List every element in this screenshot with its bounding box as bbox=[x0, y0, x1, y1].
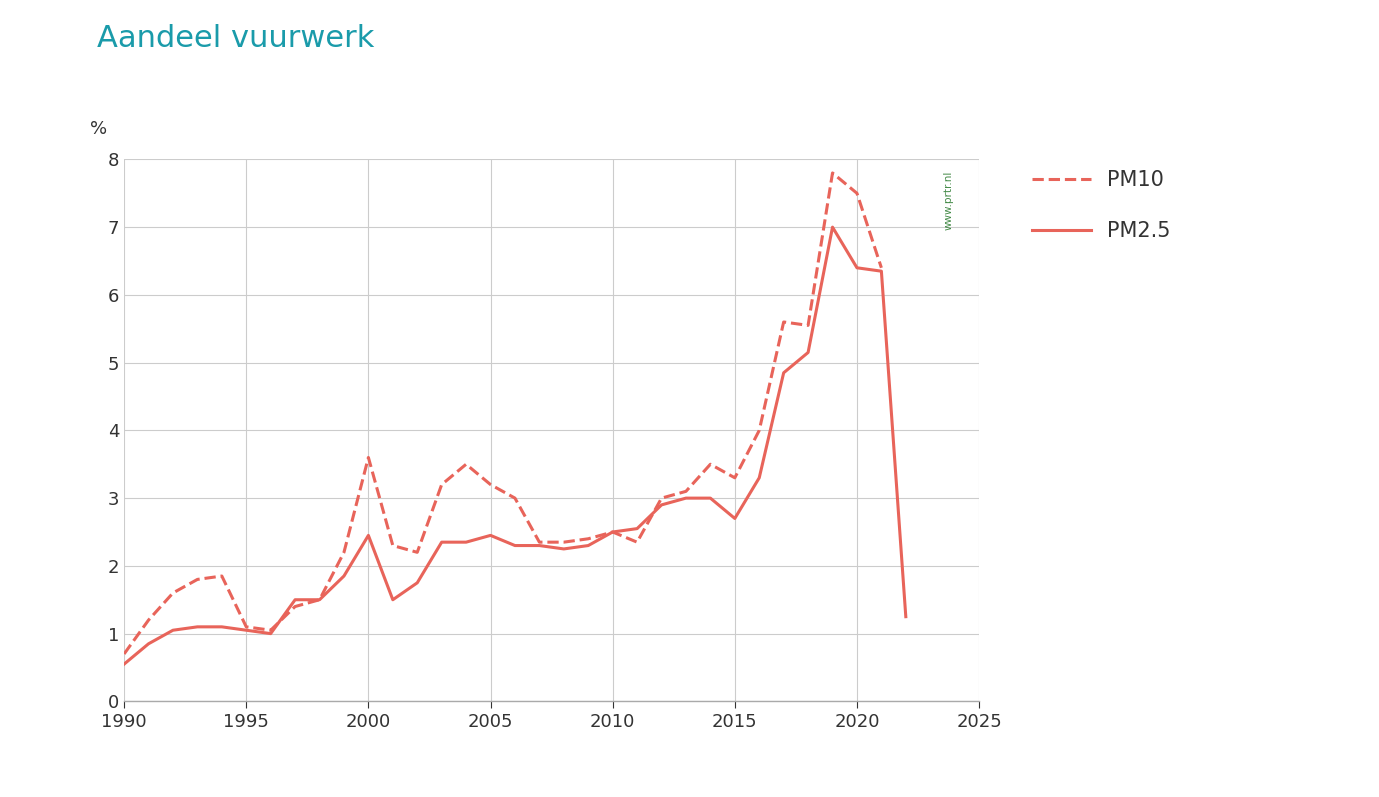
PM2.5 bbox=[727, 513, 743, 523]
PM2.5 bbox=[873, 266, 889, 276]
PM10 bbox=[775, 317, 792, 327]
PM10 bbox=[287, 602, 303, 611]
PM2.5 bbox=[189, 622, 205, 631]
Text: Aandeel vuurwerk: Aandeel vuurwerk bbox=[97, 24, 374, 53]
PM10 bbox=[410, 548, 426, 557]
PM2.5 bbox=[825, 222, 841, 232]
PM2.5 bbox=[702, 493, 718, 503]
PM10 bbox=[629, 537, 645, 547]
PM2.5 bbox=[752, 473, 768, 482]
PM10 bbox=[360, 453, 376, 462]
PM2.5 bbox=[433, 537, 450, 547]
PM10 bbox=[506, 493, 523, 503]
PM2.5 bbox=[214, 622, 230, 631]
PM10 bbox=[433, 480, 450, 489]
PM2.5 bbox=[898, 612, 914, 622]
PM2.5 bbox=[410, 578, 426, 587]
PM10 bbox=[873, 263, 889, 273]
PM2.5 bbox=[581, 540, 597, 550]
PM10 bbox=[385, 540, 401, 550]
PM10 bbox=[531, 537, 547, 547]
PM10 bbox=[581, 534, 597, 544]
PM10 bbox=[141, 615, 157, 625]
PM10 bbox=[677, 486, 694, 496]
Text: %: % bbox=[90, 120, 108, 138]
PM10 bbox=[214, 571, 230, 581]
PM10 bbox=[752, 426, 768, 435]
PM2.5 bbox=[556, 544, 572, 554]
PM10 bbox=[800, 320, 816, 330]
PM2.5 bbox=[312, 595, 328, 605]
PM2.5 bbox=[385, 595, 401, 605]
PM10 bbox=[604, 528, 621, 537]
Legend: PM10, PM2.5: PM10, PM2.5 bbox=[1033, 170, 1171, 241]
PM2.5 bbox=[654, 501, 670, 510]
PM10 bbox=[727, 473, 743, 482]
PM2.5 bbox=[531, 540, 547, 550]
PM2.5 bbox=[335, 571, 352, 581]
PM10 bbox=[556, 537, 572, 547]
PM10 bbox=[335, 548, 352, 557]
PM10 bbox=[164, 588, 181, 598]
PM10 bbox=[848, 188, 865, 198]
PM2.5 bbox=[506, 540, 523, 550]
PM2.5 bbox=[164, 626, 181, 635]
PM2.5 bbox=[800, 347, 816, 357]
PM2.5 bbox=[116, 659, 132, 669]
PM10 bbox=[458, 459, 474, 469]
PM2.5 bbox=[141, 639, 157, 649]
PM10 bbox=[312, 595, 328, 605]
Line: PM10: PM10 bbox=[124, 173, 881, 654]
Text: www.prtr.nl: www.prtr.nl bbox=[943, 171, 953, 230]
PM2.5 bbox=[629, 524, 645, 533]
PM10 bbox=[654, 493, 670, 503]
PM2.5 bbox=[677, 493, 694, 503]
PM2.5 bbox=[775, 368, 792, 378]
PM2.5 bbox=[287, 595, 303, 605]
PM2.5 bbox=[262, 629, 279, 638]
PM10 bbox=[483, 480, 499, 489]
PM10 bbox=[262, 626, 279, 635]
PM2.5 bbox=[848, 263, 865, 273]
PM2.5 bbox=[483, 531, 499, 540]
PM10 bbox=[825, 168, 841, 178]
Line: PM2.5: PM2.5 bbox=[124, 227, 906, 664]
PM10 bbox=[239, 622, 255, 631]
PM2.5 bbox=[360, 531, 376, 540]
PM2.5 bbox=[604, 528, 621, 537]
PM10 bbox=[702, 459, 718, 469]
PM2.5 bbox=[239, 626, 255, 635]
PM10 bbox=[116, 649, 132, 658]
PM10 bbox=[189, 575, 205, 584]
PM2.5 bbox=[458, 537, 474, 547]
